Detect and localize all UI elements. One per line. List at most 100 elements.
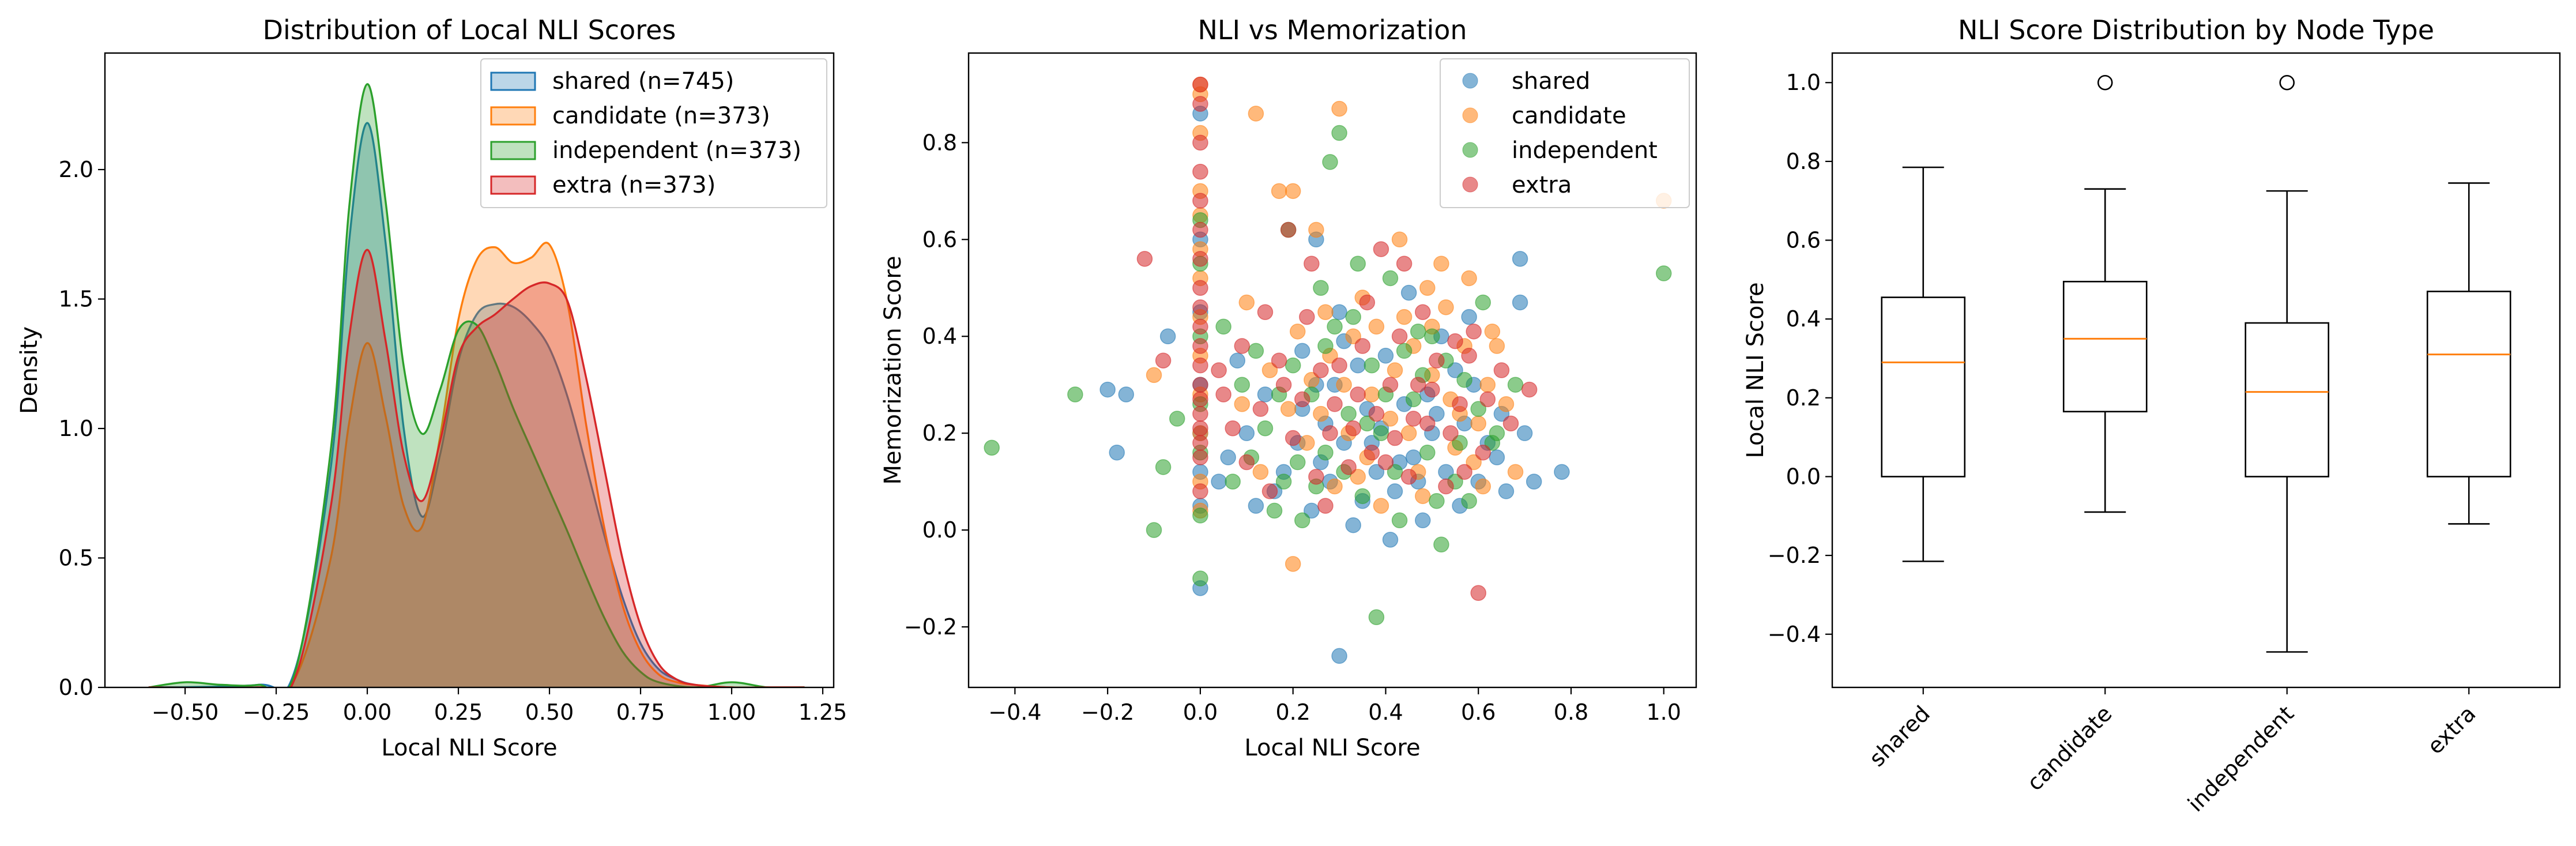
scatter-point-candidate xyxy=(1414,488,1431,505)
scatter-point-extra xyxy=(1410,377,1426,393)
y-tick-label: −0.2 xyxy=(904,614,957,640)
x-tick-label: −0.50 xyxy=(152,700,219,725)
scatter-point-extra xyxy=(1275,377,1292,393)
scatter-point-candidate xyxy=(1327,478,1343,495)
scatter-point-extra xyxy=(1294,391,1310,408)
scatter-point-shared xyxy=(1304,502,1320,519)
scatter-point-extra xyxy=(1456,464,1472,480)
scatter-point-extra xyxy=(1350,386,1366,403)
y-axis-label: Memorization Score xyxy=(880,256,906,485)
scatter-point-independent xyxy=(1345,309,1361,325)
scatter-point-extra xyxy=(1271,352,1287,369)
legend-label: shared xyxy=(1512,68,1590,95)
legend-label: candidate (n=373) xyxy=(552,103,770,129)
scatter-point-candidate xyxy=(1479,377,1496,393)
scatter-point-shared xyxy=(1211,473,1227,490)
y-axis-label: Density xyxy=(16,326,43,414)
scatter-point-candidate xyxy=(1484,324,1501,340)
scatter-point-independent xyxy=(1387,464,1403,480)
scatter-point-extra xyxy=(1257,304,1274,320)
scatter-point-candidate xyxy=(1252,464,1269,480)
legend-label: independent xyxy=(1512,137,1658,164)
scatter-point-independent xyxy=(1391,512,1408,529)
scatter-point-candidate xyxy=(1289,324,1306,340)
density-layer xyxy=(148,83,805,687)
x-tick-label: 0.2 xyxy=(1275,700,1310,725)
y-tick-label: 0.6 xyxy=(1786,228,1821,253)
legend-marker xyxy=(1462,142,1478,158)
scatter-point-independent xyxy=(1192,570,1208,586)
scatter-point-independent xyxy=(1461,492,1477,509)
scatter-point-candidate xyxy=(1461,270,1477,287)
scatter-point-candidate xyxy=(1331,100,1347,117)
scatter-point-extra xyxy=(1345,420,1361,437)
scatter-point-independent xyxy=(1655,265,1672,281)
scatter-point-independent xyxy=(1317,444,1334,461)
scatter-point-extra xyxy=(1215,386,1231,403)
scatter-point-independent xyxy=(1373,425,1389,441)
scatter-point-candidate xyxy=(1248,106,1264,122)
scatter-point-independent xyxy=(1364,357,1380,374)
scatter-point-extra xyxy=(1192,483,1208,499)
scatter-point-candidate xyxy=(1280,401,1297,417)
scatter-point-shared xyxy=(1498,483,1515,499)
scatter-point-extra xyxy=(1368,405,1385,422)
scatter-point-extra xyxy=(1373,241,1389,257)
scatter-point-shared xyxy=(1382,532,1399,548)
y-tick-label: 0.6 xyxy=(922,227,957,252)
scatter-point-shared xyxy=(1331,648,1347,664)
scatter-point-shared xyxy=(1512,251,1528,267)
legend-marker xyxy=(1462,176,1478,193)
scatter-point-independent xyxy=(1322,154,1338,170)
scatter-point-extra xyxy=(1192,435,1208,451)
x-tick-label: independent xyxy=(2183,701,2299,817)
scatter-point-extra xyxy=(1192,221,1208,238)
scatter-point-extra xyxy=(1192,193,1208,209)
scatter-point-extra xyxy=(1419,415,1436,432)
scatter-point-extra xyxy=(1280,221,1297,238)
scatter-point-shared xyxy=(1377,348,1394,364)
scatter-point-extra xyxy=(1447,333,1463,349)
scatter-point-extra xyxy=(1136,251,1153,267)
scatter-point-extra xyxy=(1192,318,1208,335)
y-tick-label: 2.0 xyxy=(59,157,93,182)
scatter-point-independent xyxy=(1452,435,1468,451)
box-iqr xyxy=(1881,296,1966,477)
scatter-point-extra xyxy=(1414,304,1431,320)
scatter-point-shared xyxy=(1331,304,1347,320)
scatter-point-extra xyxy=(1313,362,1329,378)
scatter-point-extra xyxy=(1261,483,1278,499)
density-area-3 xyxy=(148,250,805,687)
scatter-point-extra xyxy=(1405,411,1422,427)
scatter-point-candidate xyxy=(1345,328,1361,344)
scatter-point-extra xyxy=(1359,294,1376,311)
scatter-point-independent xyxy=(1294,512,1310,529)
scatter-point-candidate xyxy=(1470,415,1486,432)
scatter-point-extra xyxy=(1461,348,1477,364)
scatter-point-independent xyxy=(1489,425,1505,441)
legend-swatch xyxy=(490,106,536,126)
x-tick-label: 1.25 xyxy=(799,700,848,725)
scatter-point-independent xyxy=(1433,536,1449,553)
scatter-point-candidate xyxy=(1350,468,1366,485)
box-iqr xyxy=(2426,291,2511,477)
scatter-point-candidate xyxy=(1507,464,1524,480)
scatter-point-independent xyxy=(1419,444,1436,461)
box-candidate xyxy=(2062,74,2148,513)
scatter-point-shared xyxy=(1414,512,1431,529)
scatter-point-extra xyxy=(1475,444,1491,461)
scatter-point-shared xyxy=(1512,294,1528,311)
scatter-point-candidate xyxy=(1285,556,1301,572)
scatter-point-shared xyxy=(1257,386,1274,403)
scatter-point-candidate xyxy=(1299,435,1315,451)
scatter-point-extra xyxy=(1391,328,1408,344)
box-shared xyxy=(1881,166,1966,562)
scatter-point-extra xyxy=(1192,76,1208,93)
density-line-2 xyxy=(148,83,805,687)
x-tick-label: extra xyxy=(2422,701,2480,759)
scatter-point-extra xyxy=(1396,255,1413,272)
scatter-point-independent xyxy=(1354,488,1370,505)
scatter-point-independent xyxy=(1396,343,1413,359)
plot-frame xyxy=(104,52,835,689)
